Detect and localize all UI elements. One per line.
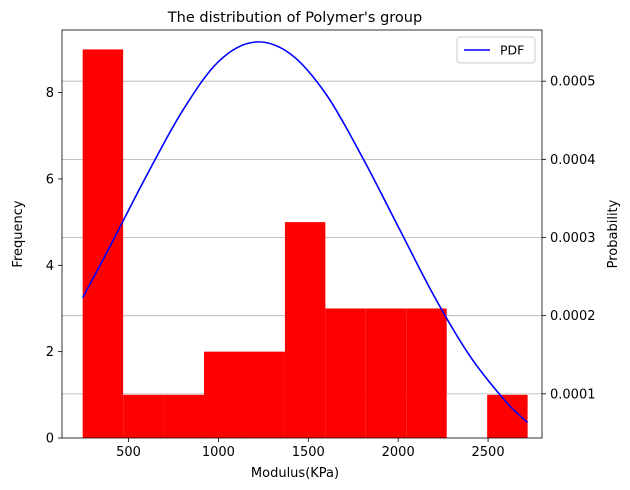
- y2-tick-label-0: 0.0001: [550, 387, 596, 402]
- plot-frame: [61, 29, 543, 439]
- y2-tick-label-4: 0.0005: [550, 75, 596, 90]
- histogram-bar-6: [325, 308, 366, 438]
- histogram-bar-3: [204, 351, 245, 438]
- x-axis-ticks: 500 1000 1500 2000 2500: [116, 438, 505, 460]
- x-tick-label-4: 2500: [472, 445, 505, 460]
- histogram-bar-8: [406, 308, 447, 438]
- pdf-line-0: [81, 41, 529, 424]
- y-tick-label-0: 0: [46, 432, 54, 447]
- y-tick-label-4: 8: [46, 86, 54, 101]
- y-axis-ticks: 0 2 4 6 8: [46, 86, 62, 447]
- y-tick-label-1: 2: [46, 345, 54, 360]
- histogram-bar-7: [365, 308, 407, 438]
- histogram-bar-2: [163, 394, 205, 438]
- x-tick-label-3: 2000: [382, 445, 415, 460]
- legend-entry-pdf: PDF: [500, 43, 524, 58]
- legend-box: [456, 36, 536, 64]
- y-axis-label: Frequency: [11, 200, 26, 267]
- x-tick-label-0: 500: [116, 445, 141, 460]
- histogram-bar-0: [82, 49, 124, 439]
- legend: PDF: [456, 36, 536, 64]
- y-tick-label-3: 6: [46, 172, 54, 187]
- y-tick-label-2: 4: [46, 259, 54, 274]
- y2-tick-label-2: 0.0003: [550, 231, 596, 246]
- histogram-bar-5: [284, 222, 326, 438]
- pdf-line-layer: [81, 41, 529, 424]
- histogram-bar-4: [244, 351, 285, 438]
- y2-tick-label-1: 0.0002: [550, 309, 596, 324]
- y2-tick-label-3: 0.0004: [550, 153, 596, 168]
- x-axis-label: Modulus(KPa): [251, 466, 339, 481]
- y2-axis-ticks: 0.0001 0.0002 0.0003 0.0004 0.0005: [542, 75, 596, 402]
- histogram-bar-1: [123, 394, 164, 438]
- x-tick-label-1: 1000: [202, 445, 235, 460]
- x-tick-label-2: 1500: [292, 445, 325, 460]
- chart-title: The distribution of Polymer's group: [167, 10, 422, 26]
- histogram-bars: [82, 49, 528, 439]
- y2-axis-label: Probability: [606, 199, 621, 268]
